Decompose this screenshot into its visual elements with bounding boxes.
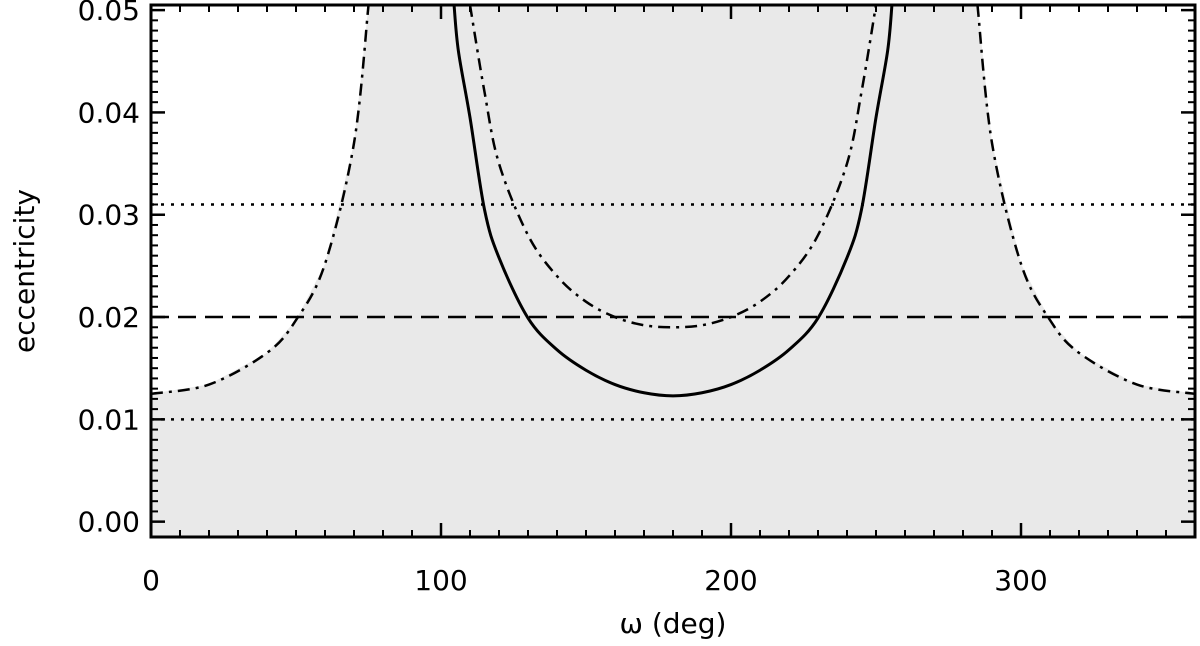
series-line-4-dashdot — [976, 5, 1195, 396]
y-tick-label: 0.03 — [78, 199, 140, 232]
x-tick-label: 0 — [142, 564, 160, 597]
plot-frame — [149, 3, 1197, 539]
shaded-region — [151, 5, 1195, 537]
series-line-1-solid — [452, 5, 894, 398]
x-tick-label: 200 — [704, 564, 757, 597]
x-tick-label: 100 — [414, 564, 467, 597]
y-tick-label: 0.00 — [78, 506, 140, 539]
series-line-2-dashdot — [151, 5, 370, 396]
series-layer — [151, 5, 1195, 398]
x-axis-title: ω (deg) — [620, 607, 727, 640]
tick-labels-layer: 0 100 200 300 0.00 0.01 0.02 0.03 0.04 0.05 — [78, 0, 1048, 597]
y-axis-title: eccentricity — [8, 189, 41, 353]
y-tick-label: 0.04 — [78, 96, 140, 129]
y-tick-label: 0.02 — [78, 301, 140, 334]
y-tick-label: 0.05 — [78, 0, 140, 27]
series-line-3-dashdot — [468, 5, 878, 329]
x-tick-label: 300 — [994, 564, 1047, 597]
y-tick-label: 0.01 — [78, 403, 140, 436]
shaded-region-layer — [151, 5, 1195, 537]
reference-lines-layer — [151, 203, 1195, 421]
